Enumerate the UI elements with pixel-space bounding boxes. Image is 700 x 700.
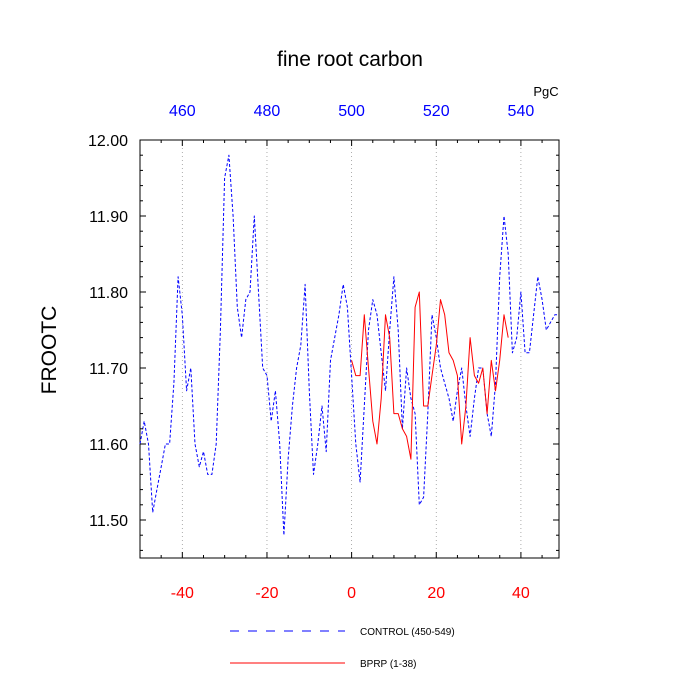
x-bottom-tick-label: 40 [512, 585, 530, 602]
control-series-line [139, 154, 559, 536]
y-tick-label: 11.80 [89, 285, 128, 302]
y-tick-label: 11.50 [89, 513, 128, 530]
legend-control-label: CONTROL (450-549) [360, 627, 455, 638]
x-top-tick-label: 500 [338, 103, 365, 120]
bprp-series-line [351, 291, 509, 460]
x-top-tick-label: 460 [169, 103, 196, 120]
x-bottom-tick-label: -20 [255, 585, 278, 602]
y-axis-label: FROOTC [38, 306, 61, 395]
x-bottom-tick-label: -40 [171, 585, 194, 602]
y-tick-label: 12.00 [88, 133, 128, 150]
units-label: PgC [533, 84, 558, 99]
x-bottom-tick-label: 20 [427, 585, 445, 602]
x-top-tick-label: 540 [508, 103, 535, 120]
x-top-tick-label: 520 [423, 103, 450, 120]
y-axis: 11.50 11.60 11.70 11.80 11.90 12.00 [88, 133, 559, 551]
plot-frame [139, 139, 560, 559]
chart-title: fine root carbon [277, 48, 423, 71]
x-top-tick-label: 480 [254, 103, 281, 120]
series-lines [139, 154, 559, 536]
x-bottom-tick-label: 0 [347, 585, 356, 602]
y-tick-label: 11.70 [89, 361, 128, 378]
y-tick-label: 11.60 [89, 437, 128, 454]
x-bottom-axis: -40 -20 0 20 40 [139, 552, 543, 602]
legend-bprp-label: BPRP (1-38) [360, 659, 417, 670]
legend: CONTROL (450-549) BPRP (1-38) [230, 627, 455, 670]
y-tick-label: 11.90 [89, 209, 128, 226]
x-top-axis: 460 480 500 520 540 [139, 103, 543, 146]
